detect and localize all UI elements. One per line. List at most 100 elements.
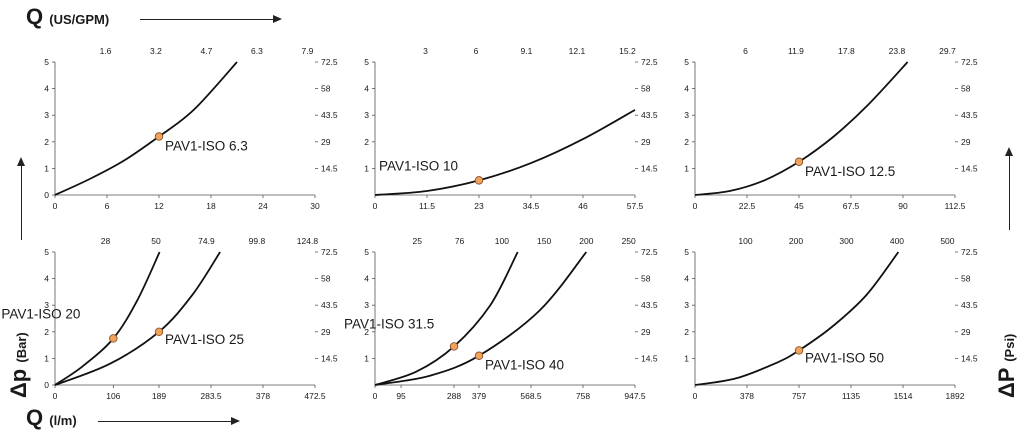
x-bottom-tick-label: 757 (792, 391, 806, 401)
series-label: PAV1-ISO 25 (165, 332, 244, 347)
x-top-tick-label: 124.8 (297, 236, 319, 246)
bottom-flow-arrow (98, 416, 240, 425)
x-bottom-tick-label: 0 (373, 391, 378, 401)
y-right-tick-label: 58 (321, 84, 331, 94)
bottom-q-symbol: Q (26, 405, 44, 430)
x-top-tick-label: 76 (455, 236, 465, 246)
operating-point-marker (109, 334, 118, 343)
x-top-tick-label: 11.9 (788, 46, 804, 56)
y-left-tick-label: 5 (44, 57, 49, 67)
y-left-tick-label: 5 (364, 57, 369, 67)
y-right-tick-label: 29 (641, 137, 651, 147)
y-left-tick-label: 1 (684, 163, 689, 173)
series-curve (374, 109, 636, 196)
x-bottom-tick-label: 0 (373, 201, 378, 211)
x-bottom-tick-label: 18 (206, 201, 216, 211)
right-pressure-axis-title: ΔP (Psi) (994, 238, 1024, 398)
x-top-tick-label: 100 (495, 236, 509, 246)
x-top-tick-label: 50 (151, 236, 161, 246)
y-right-tick-label: 29 (641, 327, 651, 337)
y-left-tick-label: 2 (364, 327, 369, 337)
x-bottom-tick-label: 0 (53, 201, 58, 211)
x-top-tick-label: 200 (789, 236, 803, 246)
right-dp-symbol: ΔP (994, 367, 1019, 398)
x-top-tick-label: 6 (743, 46, 748, 56)
y-right-tick-label: 58 (961, 274, 971, 284)
x-bottom-tick-label: 106 (106, 391, 120, 401)
y-left-tick-label: 1 (684, 353, 689, 363)
x-bottom-tick-label: 1514 (894, 391, 913, 401)
y-left-tick-label: 0 (44, 380, 49, 390)
y-right-tick-label: 29 (961, 137, 971, 147)
top-q-symbol: Q (26, 4, 44, 29)
chart-pav1-iso-50: 1 2 3 4 5 14.5 29 43.5 58 72.5 0 378 757 1135 1514 1892… (684, 236, 978, 401)
y-left-tick-label: 5 (364, 247, 369, 257)
x-top-tick-label: 3 (423, 46, 428, 56)
y-right-tick-label: 72.5 (961, 57, 978, 67)
y-right-tick-label: 14.5 (321, 163, 338, 173)
y-right-tick-label: 29 (321, 137, 331, 147)
x-top-tick-label: 9.1 (521, 46, 533, 56)
x-bottom-tick-label: 1892 (946, 391, 965, 401)
x-top-tick-label: 400 (890, 236, 904, 246)
x-bottom-tick-label: 378 (740, 391, 754, 401)
x-bottom-tick-label: 472.5 (304, 391, 326, 401)
x-bottom-tick-label: 90 (898, 201, 908, 211)
series-label: PAV1-ISO 10 (379, 158, 458, 173)
x-top-tick-label: 6 (474, 46, 479, 56)
y-right-tick-label: 43.5 (641, 110, 658, 120)
y-left-tick-label: 3 (684, 110, 689, 120)
x-bottom-tick-label: 947.5 (624, 391, 646, 401)
y-right-tick-label: 43.5 (961, 110, 978, 120)
top-q-unit: (US/GPM) (49, 12, 110, 27)
y-right-tick-label: 72.5 (961, 247, 978, 257)
x-top-tick-label: 28 (101, 236, 111, 246)
x-bottom-tick-label: 11.5 (419, 201, 435, 211)
y-left-tick-label: 3 (684, 300, 689, 310)
series-label: PAV1-ISO 50 (805, 350, 884, 365)
y-left-tick-label: 3 (364, 300, 369, 310)
y-left-tick-label: 3 (44, 110, 49, 120)
y-left-tick-label: 2 (684, 137, 689, 147)
x-bottom-tick-label: 112.5 (945, 201, 966, 211)
x-bottom-tick-label: 288 (447, 391, 461, 401)
y-left-tick-label: 4 (684, 84, 689, 94)
y-left-tick-label: 4 (684, 274, 689, 284)
y-right-tick-label: 58 (641, 274, 651, 284)
x-bottom-tick-label: 378 (256, 391, 270, 401)
right-pressure-arrow (1004, 147, 1013, 230)
x-bottom-tick-label: 95 (396, 391, 406, 401)
x-top-tick-label: 150 (537, 236, 551, 246)
x-top-tick-label: 250 (622, 236, 636, 246)
x-top-tick-label: 1.6 (100, 46, 112, 56)
series-label: PAV1-ISO 12.5 (805, 164, 895, 179)
x-top-tick-label: 200 (579, 236, 593, 246)
x-top-tick-label: 74.9 (198, 236, 215, 246)
y-right-tick-label: 14.5 (961, 163, 978, 173)
y-left-tick-label: 1 (364, 353, 369, 363)
y-right-tick-label: 14.5 (321, 353, 338, 363)
x-top-tick-label: 3.2 (150, 46, 162, 56)
y-left-tick-label: 2 (44, 137, 49, 147)
x-top-tick-label: 15.2 (619, 46, 636, 56)
bottom-q-unit: (l/m) (49, 413, 77, 428)
x-bottom-tick-label: 45 (794, 201, 804, 211)
x-bottom-tick-label: 12 (154, 201, 164, 211)
y-right-tick-label: 72.5 (641, 247, 658, 257)
y-right-tick-label: 58 (641, 84, 651, 94)
series-label: PAV1-ISO 6.3 (165, 138, 248, 153)
y-right-tick-label: 72.5 (321, 57, 338, 67)
y-right-tick-label: 58 (321, 274, 331, 284)
x-bottom-tick-label: 67.5 (843, 201, 860, 211)
x-bottom-tick-label: 0 (693, 201, 698, 211)
y-left-tick-label: 3 (44, 300, 49, 310)
x-top-tick-label: 6.3 (251, 46, 263, 56)
x-top-tick-label: 100 (738, 236, 752, 246)
x-bottom-tick-label: 0 (53, 391, 58, 401)
x-bottom-tick-label: 379 (472, 391, 486, 401)
y-right-tick-label: 29 (961, 327, 971, 337)
y-left-tick-label: 4 (44, 84, 49, 94)
